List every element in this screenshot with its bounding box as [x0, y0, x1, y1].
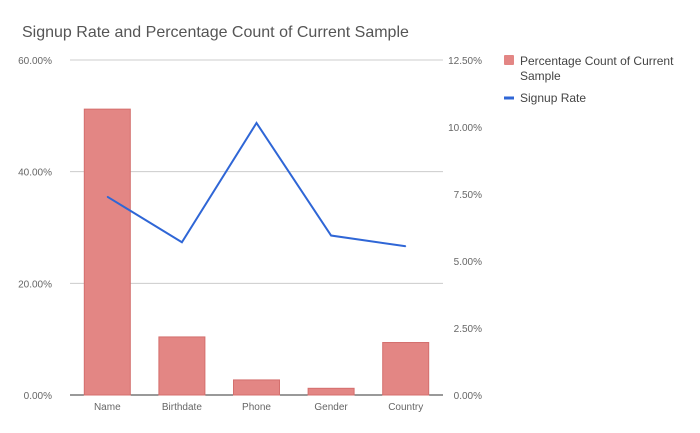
x-axis-tick-label: Country [388, 402, 423, 413]
right-y-axis: 0.00% 2.50% 5.00% 7.50% 10.00% 12.50% [448, 56, 482, 402]
bar [158, 336, 206, 396]
line-point [106, 196, 108, 198]
legend-swatch-percentage-count [504, 55, 514, 65]
legend: Percentage Count of Current Sample Signu… [504, 54, 674, 105]
right-axis-tick-label: 10.00% [448, 123, 482, 134]
legend-label-signup-rate: Signup Rate [520, 91, 586, 105]
bar [307, 387, 355, 396]
bar [83, 108, 131, 396]
x-axis-tick-label: Phone [242, 402, 271, 413]
line-point [256, 122, 257, 124]
legend-label-percentage-count: Percentage Count of Current [520, 54, 674, 68]
left-axis-tick-label: 20.00% [18, 279, 52, 290]
right-axis-tick-label: 12.50% [448, 56, 482, 67]
bar [382, 342, 430, 396]
left-axis-tick-label: 40.00% [18, 168, 52, 179]
line-point [181, 241, 183, 243]
line-series [106, 121, 407, 248]
bar-series [83, 108, 430, 396]
left-y-axis: 0.00% 20.00% 40.00% 60.00% [18, 56, 52, 402]
signup-rate-line [106, 121, 406, 248]
right-axis-tick-label: 2.50% [454, 324, 482, 335]
x-axis-tick-label: Gender [314, 402, 348, 413]
right-axis-tick-label: 0.00% [454, 391, 482, 402]
x-axis-tick-label: Birthdate [162, 402, 202, 413]
bar [233, 379, 280, 396]
left-axis-tick-label: 0.00% [24, 391, 52, 402]
legend-label-percentage-count-line2: Sample [520, 69, 561, 83]
chart-title: Signup Rate and Percentage Count of Curr… [22, 24, 409, 41]
right-axis-tick-label: 7.50% [454, 190, 482, 201]
left-axis-tick-label: 60.00% [18, 56, 52, 67]
x-axis: Name Birthdate Phone Gender Country [94, 402, 423, 413]
line-point [405, 245, 407, 247]
line-point [330, 235, 332, 237]
x-axis-tick-label: Name [94, 402, 121, 413]
right-axis-tick-label: 5.00% [454, 257, 482, 268]
